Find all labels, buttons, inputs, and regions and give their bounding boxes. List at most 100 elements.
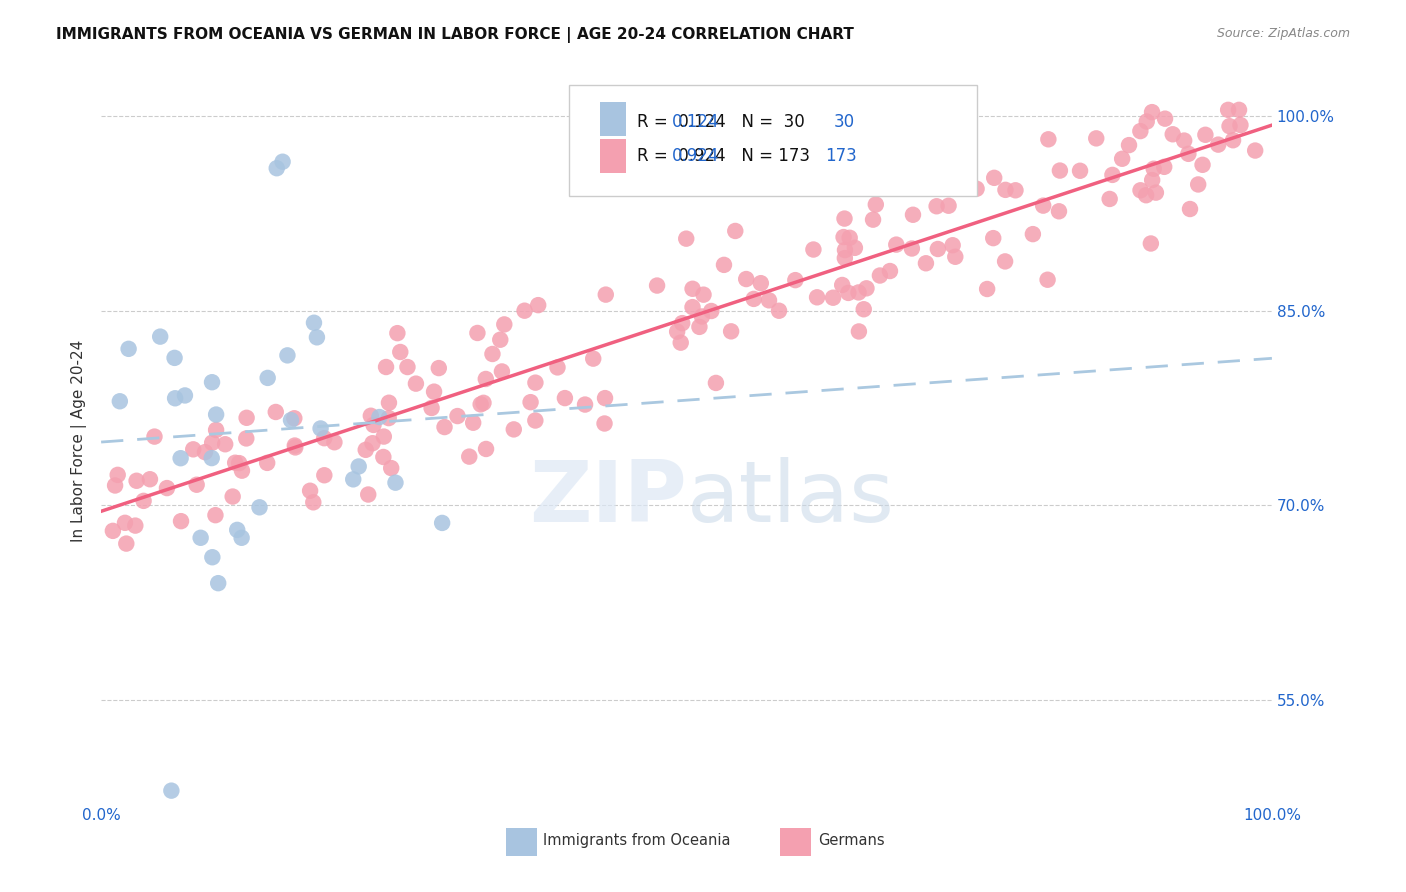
Point [396, 359, 419, 374]
Point [266, 161, 288, 176]
Point [271, 154, 294, 169]
Point [380, 461, 402, 475]
Point [1038, 132, 1060, 146]
Point [302, 495, 325, 509]
Point [994, 254, 1017, 268]
Point [855, 281, 877, 295]
Point [363, 417, 385, 432]
Point [869, 268, 891, 283]
Point [1136, 114, 1159, 128]
Point [302, 316, 325, 330]
Point [690, 310, 713, 324]
Point [901, 208, 924, 222]
Point [1111, 152, 1133, 166]
Point [946, 157, 969, 171]
Point [201, 435, 224, 450]
Point [357, 487, 380, 501]
Point [966, 182, 988, 196]
Point [235, 410, 257, 425]
Point [852, 302, 875, 317]
Point [1187, 178, 1209, 192]
Point [749, 276, 772, 290]
Point [704, 376, 727, 390]
Point [1085, 131, 1108, 145]
Point [671, 316, 693, 330]
Point [143, 429, 166, 443]
Point [513, 303, 536, 318]
Point [862, 212, 884, 227]
Point [378, 396, 401, 410]
Point [682, 300, 704, 314]
Point [832, 230, 855, 244]
Point [309, 421, 332, 435]
Point [181, 442, 204, 457]
Point [838, 231, 860, 245]
Point [1206, 137, 1229, 152]
Point [284, 441, 307, 455]
Point [682, 282, 704, 296]
Point [169, 451, 191, 466]
Point [994, 183, 1017, 197]
Point [124, 518, 146, 533]
Point [1036, 273, 1059, 287]
Point [1140, 236, 1163, 251]
Point [574, 398, 596, 412]
Point [160, 783, 183, 797]
Point [373, 429, 395, 443]
Point [458, 450, 481, 464]
Point [806, 290, 828, 304]
Point [423, 384, 446, 399]
Point [446, 409, 468, 423]
Point [844, 241, 866, 255]
Point [256, 371, 278, 385]
Point [375, 359, 398, 374]
Point [593, 417, 616, 431]
Point [1177, 146, 1199, 161]
Point [981, 231, 1004, 245]
Point [785, 273, 807, 287]
Point [427, 361, 450, 376]
Point [186, 477, 208, 491]
Point [373, 450, 395, 464]
Point [204, 508, 226, 523]
Point [360, 409, 382, 423]
Point [205, 423, 228, 437]
Point [305, 330, 328, 344]
Point [1118, 138, 1140, 153]
Point [713, 258, 735, 272]
Point [231, 531, 253, 545]
Point [1244, 144, 1267, 158]
Point [314, 431, 336, 445]
Point [1022, 227, 1045, 241]
Point [101, 524, 124, 538]
Point [742, 292, 765, 306]
Point [884, 237, 907, 252]
Point [834, 211, 856, 226]
Point [758, 293, 780, 308]
Point [347, 459, 370, 474]
Point [1154, 112, 1177, 126]
Point [1144, 186, 1167, 200]
Point [489, 333, 512, 347]
Point [1069, 163, 1091, 178]
Point [149, 329, 172, 343]
Point [323, 435, 346, 450]
Point [595, 287, 617, 301]
Point [879, 264, 901, 278]
Point [231, 464, 253, 478]
Point [405, 376, 427, 391]
Point [688, 319, 710, 334]
Point [700, 304, 723, 318]
Point [593, 391, 616, 405]
Point [976, 282, 998, 296]
Point [1218, 103, 1240, 117]
Point [201, 451, 224, 466]
Point [834, 243, 856, 257]
Point [470, 397, 492, 411]
Point [115, 536, 138, 550]
Text: 0.124: 0.124 [672, 113, 720, 131]
Point [117, 342, 139, 356]
Point [481, 347, 503, 361]
Point [170, 514, 193, 528]
Point [1101, 168, 1123, 182]
